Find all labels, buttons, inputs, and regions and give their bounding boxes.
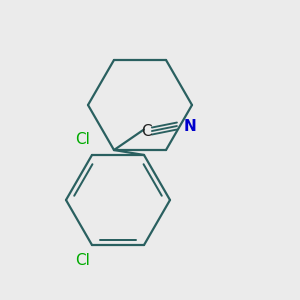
Text: Cl: Cl xyxy=(76,132,90,147)
Text: Cl: Cl xyxy=(76,253,90,268)
Text: C: C xyxy=(142,124,152,139)
Text: N: N xyxy=(184,118,196,134)
